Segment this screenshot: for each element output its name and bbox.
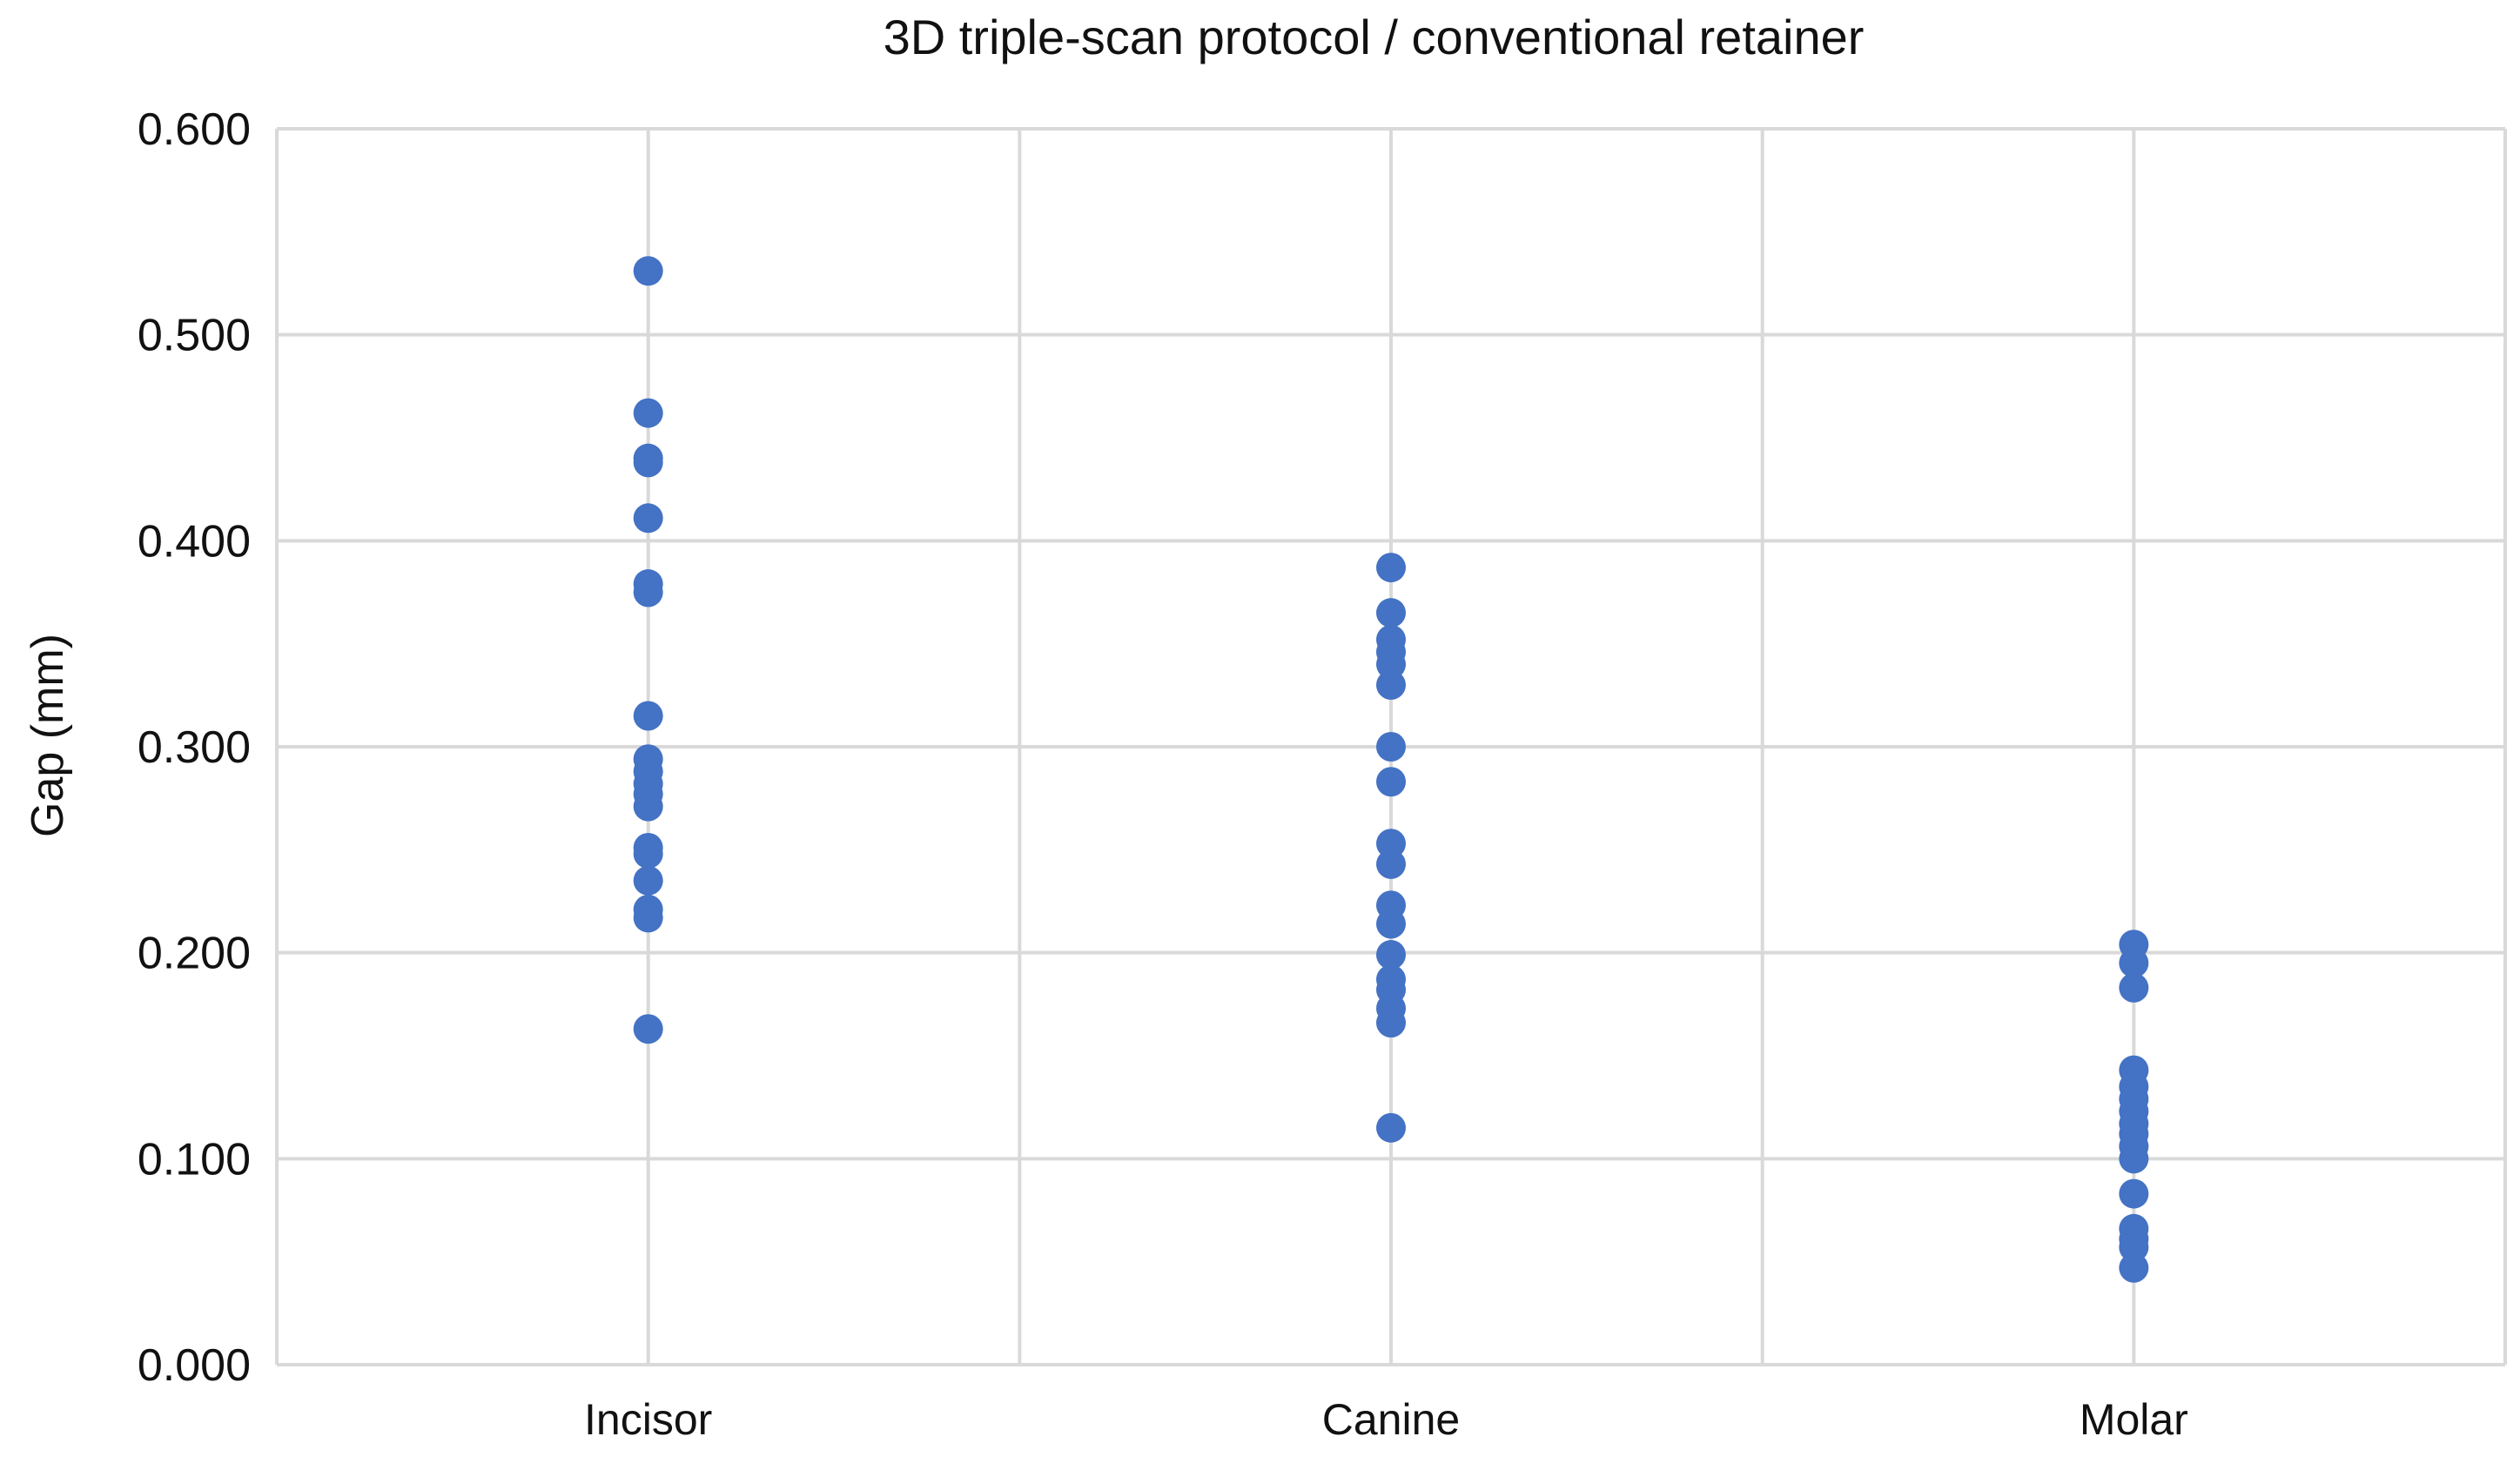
points-layer: [633, 256, 2149, 1283]
data-point: [633, 791, 663, 822]
data-point: [633, 577, 663, 607]
data-point: [1376, 849, 1406, 879]
data-point: [1376, 1008, 1406, 1038]
data-point: [1376, 1112, 1406, 1143]
data-point: [1376, 649, 1406, 680]
y-tick-label: 0.300: [138, 722, 251, 773]
chart-title: 3D triple-scan protocol / conventional r…: [884, 10, 1865, 64]
data-point: [2119, 1178, 2149, 1209]
x-tick-label: Molar: [2080, 1395, 2188, 1444]
data-point: [633, 447, 663, 478]
data-point: [1376, 732, 1406, 762]
data-point: [633, 256, 663, 286]
y-tick-label: 0.500: [138, 311, 251, 361]
tick-layer: 0.000 0.100 0.200 0.300 0.400 0.500 0.600 Incis…: [138, 104, 2188, 1444]
data-point: [633, 398, 663, 428]
data-point: [2119, 948, 2149, 978]
y-tick-label: 0.400: [138, 516, 251, 567]
data-point: [2119, 1252, 2149, 1283]
y-tick-label: 0.200: [138, 929, 251, 979]
data-point: [633, 839, 663, 869]
data-point: [1376, 670, 1406, 700]
data-point: [2119, 1232, 2149, 1263]
data-point: [1376, 909, 1406, 939]
data-point: [1376, 598, 1406, 628]
data-point: [1376, 553, 1406, 583]
data-point: [1376, 829, 1406, 859]
x-tick-label: Incisor: [584, 1395, 712, 1444]
data-point: [2119, 1144, 2149, 1174]
y-tick-label: 0.600: [138, 104, 251, 155]
data-point: [633, 503, 663, 534]
data-point: [1376, 940, 1406, 970]
data-point: [633, 701, 663, 731]
y-tick-label: 0.100: [138, 1134, 251, 1185]
data-point: [2119, 972, 2149, 1003]
data-point: [633, 1014, 663, 1044]
y-tick-label: 0.000: [138, 1340, 251, 1391]
x-tick-label: Canine: [1322, 1395, 1460, 1444]
data-point: [633, 903, 663, 933]
data-point: [1376, 767, 1406, 797]
data-point: [633, 865, 663, 896]
y-axis-label: Gap (mm): [23, 634, 73, 837]
